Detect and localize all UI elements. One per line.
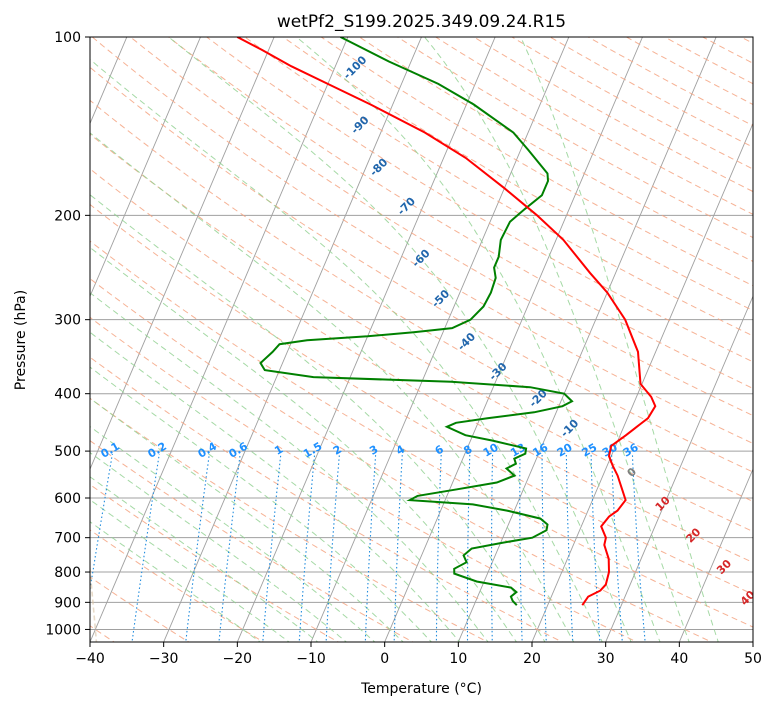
moist-adiabat-line [90, 451, 348, 642]
isotherm-line [90, 37, 349, 642]
moist-adiabats [90, 37, 719, 642]
dry-adiabat-line [511, 37, 753, 170]
x-axis-ticks: −40 −30 −20 −10 0 10 20 30 40 50 [75, 642, 762, 667]
moist-adiabat-line [520, 37, 719, 642]
isotherm-line [163, 37, 422, 642]
y-tick-label: 600 [54, 491, 81, 507]
y-tick-label: 300 [54, 313, 81, 329]
moist-adiabat-line [295, 37, 661, 642]
isotherm-line [236, 37, 496, 642]
dewpoint-profile-line [259, 37, 574, 606]
moist-adiabat-line [90, 331, 461, 642]
y-tick-label: 200 [54, 208, 81, 224]
x-axis-label: Temperature (°C) [360, 681, 482, 697]
y-axis-ticks: 100 200 300 400 500 600 700 800 900 1000 [45, 30, 90, 638]
dry-adiabat-line [90, 316, 639, 642]
moist-adiabat-line [90, 194, 546, 642]
x-tick-label: 0 [380, 651, 389, 667]
mixing-ratio-line [131, 453, 160, 642]
x-tick-label: −40 [75, 651, 105, 667]
dry-adiabat-line [320, 37, 753, 287]
isotherm-line [90, 37, 275, 471]
dry-adiabat-line [90, 168, 753, 564]
chart-title: wetPf2_S199.2025.349.09.24.R15 [277, 12, 566, 32]
dry-adiabat-line [90, 440, 414, 642]
x-tick-label: −20 [223, 651, 253, 667]
dry-adiabat-line [358, 37, 753, 262]
dry-adiabat-line [90, 397, 489, 642]
moist-adiabat-line [90, 476, 319, 642]
isotherm-line [531, 122, 753, 642]
x-tick-label: 40 [670, 651, 688, 667]
plot-area: 0.1 0.2 0.4 0.6 1 1.5 2 3 4 6 8 10 13 16 20 25 30 36-100-… [90, 37, 753, 642]
isotherm-line [310, 37, 570, 642]
moist-adiabat-line [167, 37, 632, 642]
dry-adiabat-line [90, 529, 265, 642]
moist-adiabat-line [90, 425, 376, 642]
dry-adiabat-line [396, 37, 753, 239]
y-tick-label: 800 [54, 565, 81, 581]
moist-adiabat-line [423, 37, 690, 642]
dry-adiabats [90, 37, 753, 642]
dry-adiabat-line [90, 240, 753, 628]
dry-adiabat-line [549, 37, 753, 148]
moist-adiabat-line [90, 132, 575, 642]
moist-adiabat-line [90, 397, 404, 642]
moist-adiabat-line [90, 58, 603, 642]
mixing-ratio-lines [90, 453, 646, 642]
plot-frame [89, 36, 754, 643]
y-tick-label: 100 [54, 30, 81, 46]
dry-adiabat-line [244, 37, 753, 337]
dry-adiabat-line [434, 37, 753, 215]
moist-adiabat-line [90, 246, 518, 642]
moist-adiabat-line [90, 292, 489, 642]
isotherm-line [605, 295, 753, 642]
y-tick-label: 1000 [45, 622, 81, 638]
isotherm-line [678, 467, 753, 642]
y-tick-label: 700 [54, 531, 81, 547]
dry-adiabat-line [167, 37, 753, 389]
dry-adiabat-line [129, 37, 753, 417]
isobar-grid [90, 37, 753, 630]
isotherm-line [384, 37, 643, 642]
y-axis-label: Pressure (hPa) [13, 290, 29, 390]
moist-adiabat-line [90, 521, 261, 642]
y-tick-label: 400 [54, 387, 81, 403]
x-tick-label: 50 [744, 651, 762, 667]
moist-adiabat-line [90, 499, 290, 642]
y-tick-label: 900 [54, 595, 81, 611]
mixing-ratio-line [90, 453, 113, 593]
dry-adiabat-line [282, 37, 753, 312]
dry-adiabat-line [205, 37, 753, 363]
x-tick-label: 10 [449, 651, 467, 667]
isotherm-line [90, 37, 201, 298]
isotherm-grid [90, 37, 753, 642]
x-tick-label: −10 [296, 651, 326, 667]
dry-adiabat-line [472, 37, 753, 193]
y-tick-label: 500 [54, 444, 81, 460]
x-tick-label: −30 [149, 651, 179, 667]
temperature-profile-line [236, 37, 657, 606]
x-tick-label: 20 [523, 651, 541, 667]
x-tick-label: 30 [597, 651, 615, 667]
